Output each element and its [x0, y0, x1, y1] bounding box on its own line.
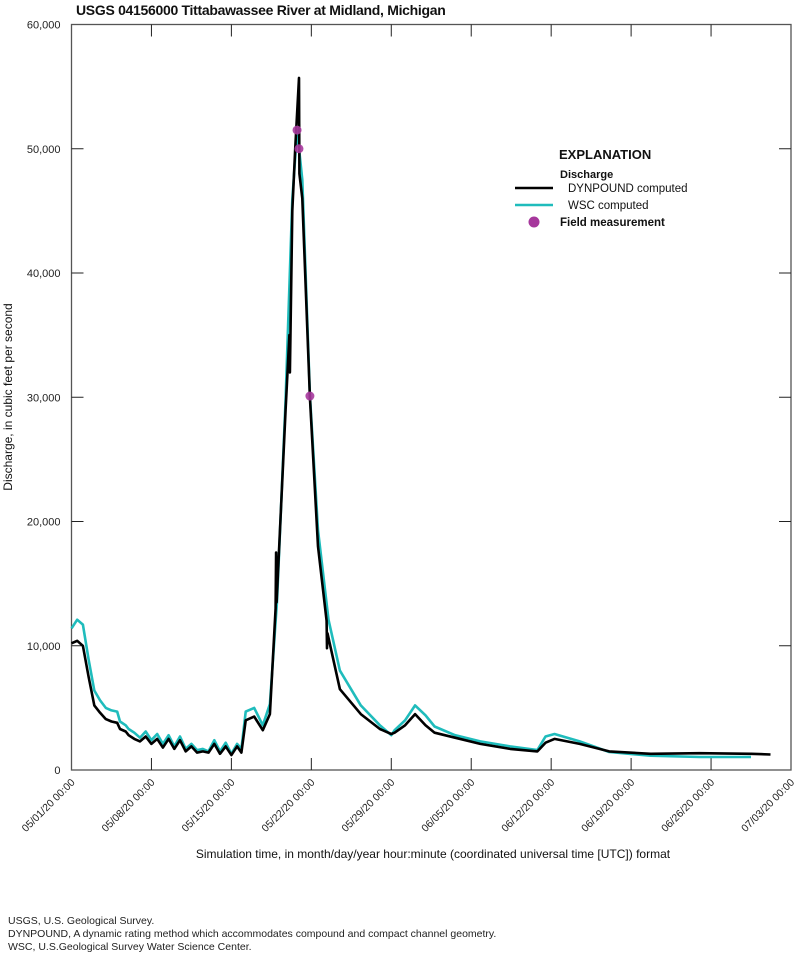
x-tick-label: 06/05/20 00:00 [419, 777, 477, 835]
field-measurement-point [292, 125, 302, 135]
legend-marker-field-measurement [528, 216, 540, 228]
y-tick-label: 50,000 [27, 144, 61, 156]
x-tick-label: 05/15/20 00:00 [179, 777, 237, 835]
series-line-dynpound-computed [70, 76, 771, 757]
x-axis-label: Simulation time, in month/day/year hour:… [196, 847, 671, 861]
x-tick-label: 05/01/20 00:00 [20, 777, 78, 835]
plot-frame [70, 23, 792, 771]
chart-title: USGS 04156000 Tittabawassee River at Mid… [76, 2, 446, 18]
y-tick-label: 60,000 [27, 20, 61, 32]
y-tick-label: 30,000 [27, 392, 61, 404]
x-tick-label: 05/29/20 00:00 [339, 777, 397, 835]
y-tick-label: 40,000 [27, 268, 61, 280]
field-measurement-point [294, 144, 304, 154]
x-tick-label: 06/12/20 00:00 [499, 777, 557, 835]
x-tick-label: 07/03/20 00:00 [739, 777, 797, 835]
x-tick-label: 05/22/20 00:00 [259, 777, 317, 835]
x-tick-label: 06/26/20 00:00 [659, 777, 717, 835]
legend-label: WSC computed [568, 200, 649, 212]
discharge-chart: 0 10,000 20,000 30,000 40,000 50,000 60,000 05/… [1, 20, 797, 862]
legend-heading: EXPLANATION [559, 147, 651, 162]
x-tick-label: 05/08/20 00:00 [100, 777, 158, 835]
field-measurement-point [305, 391, 315, 401]
y-tick-label: 0 [54, 765, 60, 777]
legend-label: DYNPOUND computed [568, 183, 688, 195]
y-axis-label: Discharge, in cubic feet per second [1, 303, 15, 490]
footnote: WSC, U.S.Geological Survey Water Science… [8, 941, 252, 953]
footnote: DYNPOUND, A dynamic rating method which … [8, 928, 497, 940]
legend-subheading: Discharge [560, 169, 613, 181]
x-tick-label: 06/19/20 00:00 [579, 777, 637, 835]
legend-label: Field measurement [560, 217, 665, 229]
footnotes: USGS, U.S. Geological Survey. DYNPOUND, … [8, 915, 496, 954]
y-tick-label: 10,000 [27, 641, 61, 653]
footnote: USGS, U.S. Geological Survey. [8, 915, 155, 927]
y-tick-label: 20,000 [27, 517, 61, 529]
